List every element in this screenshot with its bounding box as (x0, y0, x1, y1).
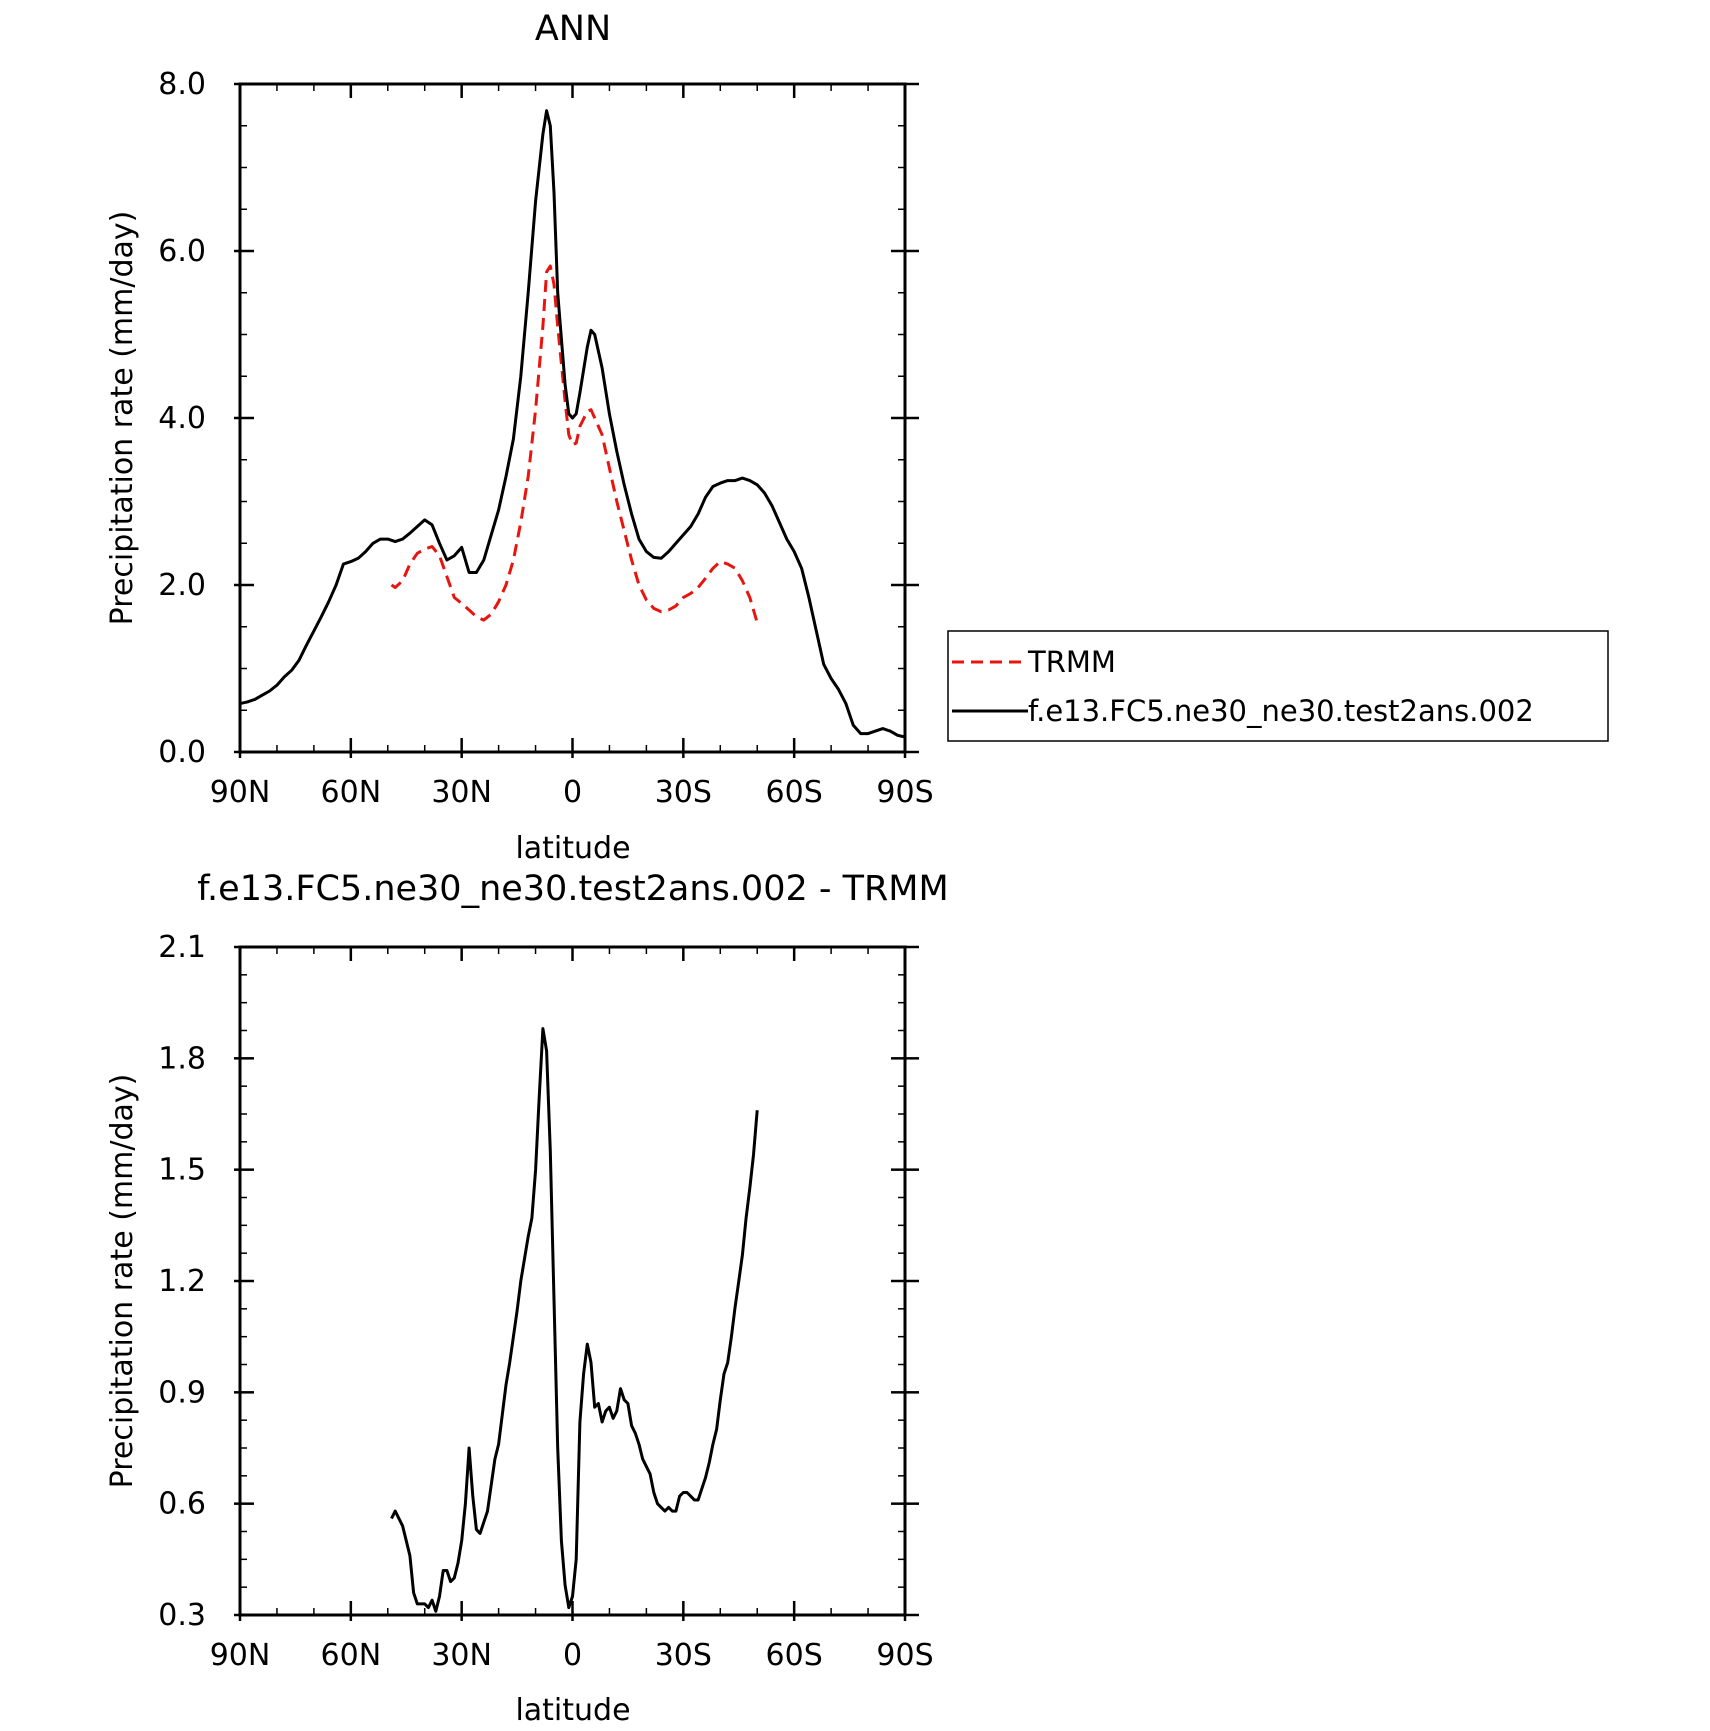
chart-title: ANN (535, 9, 611, 49)
y-tick-label: 2.0 (158, 568, 206, 603)
plot-lines (390, 1027, 759, 1613)
series-line-trmm (390, 264, 759, 624)
y-axis-label: Precipitation rate (mm/day) (105, 1074, 140, 1489)
x-tick-label: 30S (655, 1638, 712, 1673)
y-axis-label: Precipitation rate (mm/day) (105, 211, 140, 626)
x-tick-label: 60S (766, 1638, 823, 1673)
legend: TRMM f.e13.FC5.ne30_ne30.test2ans.002 (947, 630, 1609, 742)
series-line-difference (390, 1027, 759, 1613)
x-tick-label: 0 (563, 775, 582, 810)
x-tick-labels: 90N 60N 30N 0 30S 60S 90S (210, 775, 934, 810)
y-tick-label: 0.0 (158, 735, 206, 770)
x-tick-label: 90S (876, 1638, 933, 1673)
x-axis-label: latitude (515, 831, 630, 866)
chart-top-panel: ANN 90N 60N 30N 0 30S 60S 90S 0.02.04.06.08.0 … (105, 9, 1609, 866)
x-tick-label: 90N (210, 775, 271, 810)
series-line-f-e13-fc5-ne30-ne30-test2ans-002 (239, 109, 906, 739)
x-tick-label: 30N (431, 1638, 492, 1673)
y-tick-label: 1.8 (158, 1041, 206, 1076)
y-tick-label: 0.9 (158, 1375, 206, 1410)
x-tick-label: 30N (431, 775, 492, 810)
y-tick-label: 2.1 (158, 930, 206, 965)
x-tick-label: 90S (876, 775, 933, 810)
x-tick-labels: 90N 60N 30N 0 30S 60S 90S (210, 1638, 934, 1673)
y-tick-label: 1.2 (158, 1264, 206, 1299)
x-tick-label: 60S (766, 775, 823, 810)
y-tick-label: 0.6 (158, 1487, 206, 1522)
y-tick-labels: 0.0 2.0 4.0 6.0 8.0 (158, 67, 206, 770)
plot-lines (239, 109, 906, 739)
plot-frame (238, 945, 907, 1617)
x-tick-label: 0 (563, 1638, 582, 1673)
x-tick-label: 60N (321, 775, 382, 810)
x-axis-label: latitude (515, 1693, 630, 1728)
chart-title: f.e13.FC5.ne30_ne30.test2ans.002 - TRMM (197, 869, 948, 909)
x-tick-label: 60N (321, 1638, 382, 1673)
legend-label-model: f.e13.FC5.ne30_ne30.test2ans.002 (1028, 694, 1534, 728)
y-tick-label: 1.5 (158, 1153, 206, 1188)
plot-frame (238, 82, 907, 754)
y-tick-label: 4.0 (158, 401, 206, 436)
y-tick-label: 0.3 (158, 1598, 206, 1633)
x-tick-label: 30S (655, 775, 712, 810)
y-tick-label: 8.0 (158, 67, 206, 102)
y-tick-label: 6.0 (158, 234, 206, 269)
x-tick-label: 90N (210, 1638, 271, 1673)
chart-bottom-panel: f.e13.FC5.ne30_ne30.test2ans.002 - TRMM … (105, 869, 949, 1728)
y-tick-labels: 0.3 0.6 0.9 1.2 1.5 1.8 2.1 (158, 930, 206, 1633)
legend-box (947, 630, 1609, 742)
legend-label-trmm: TRMM (1027, 645, 1116, 679)
